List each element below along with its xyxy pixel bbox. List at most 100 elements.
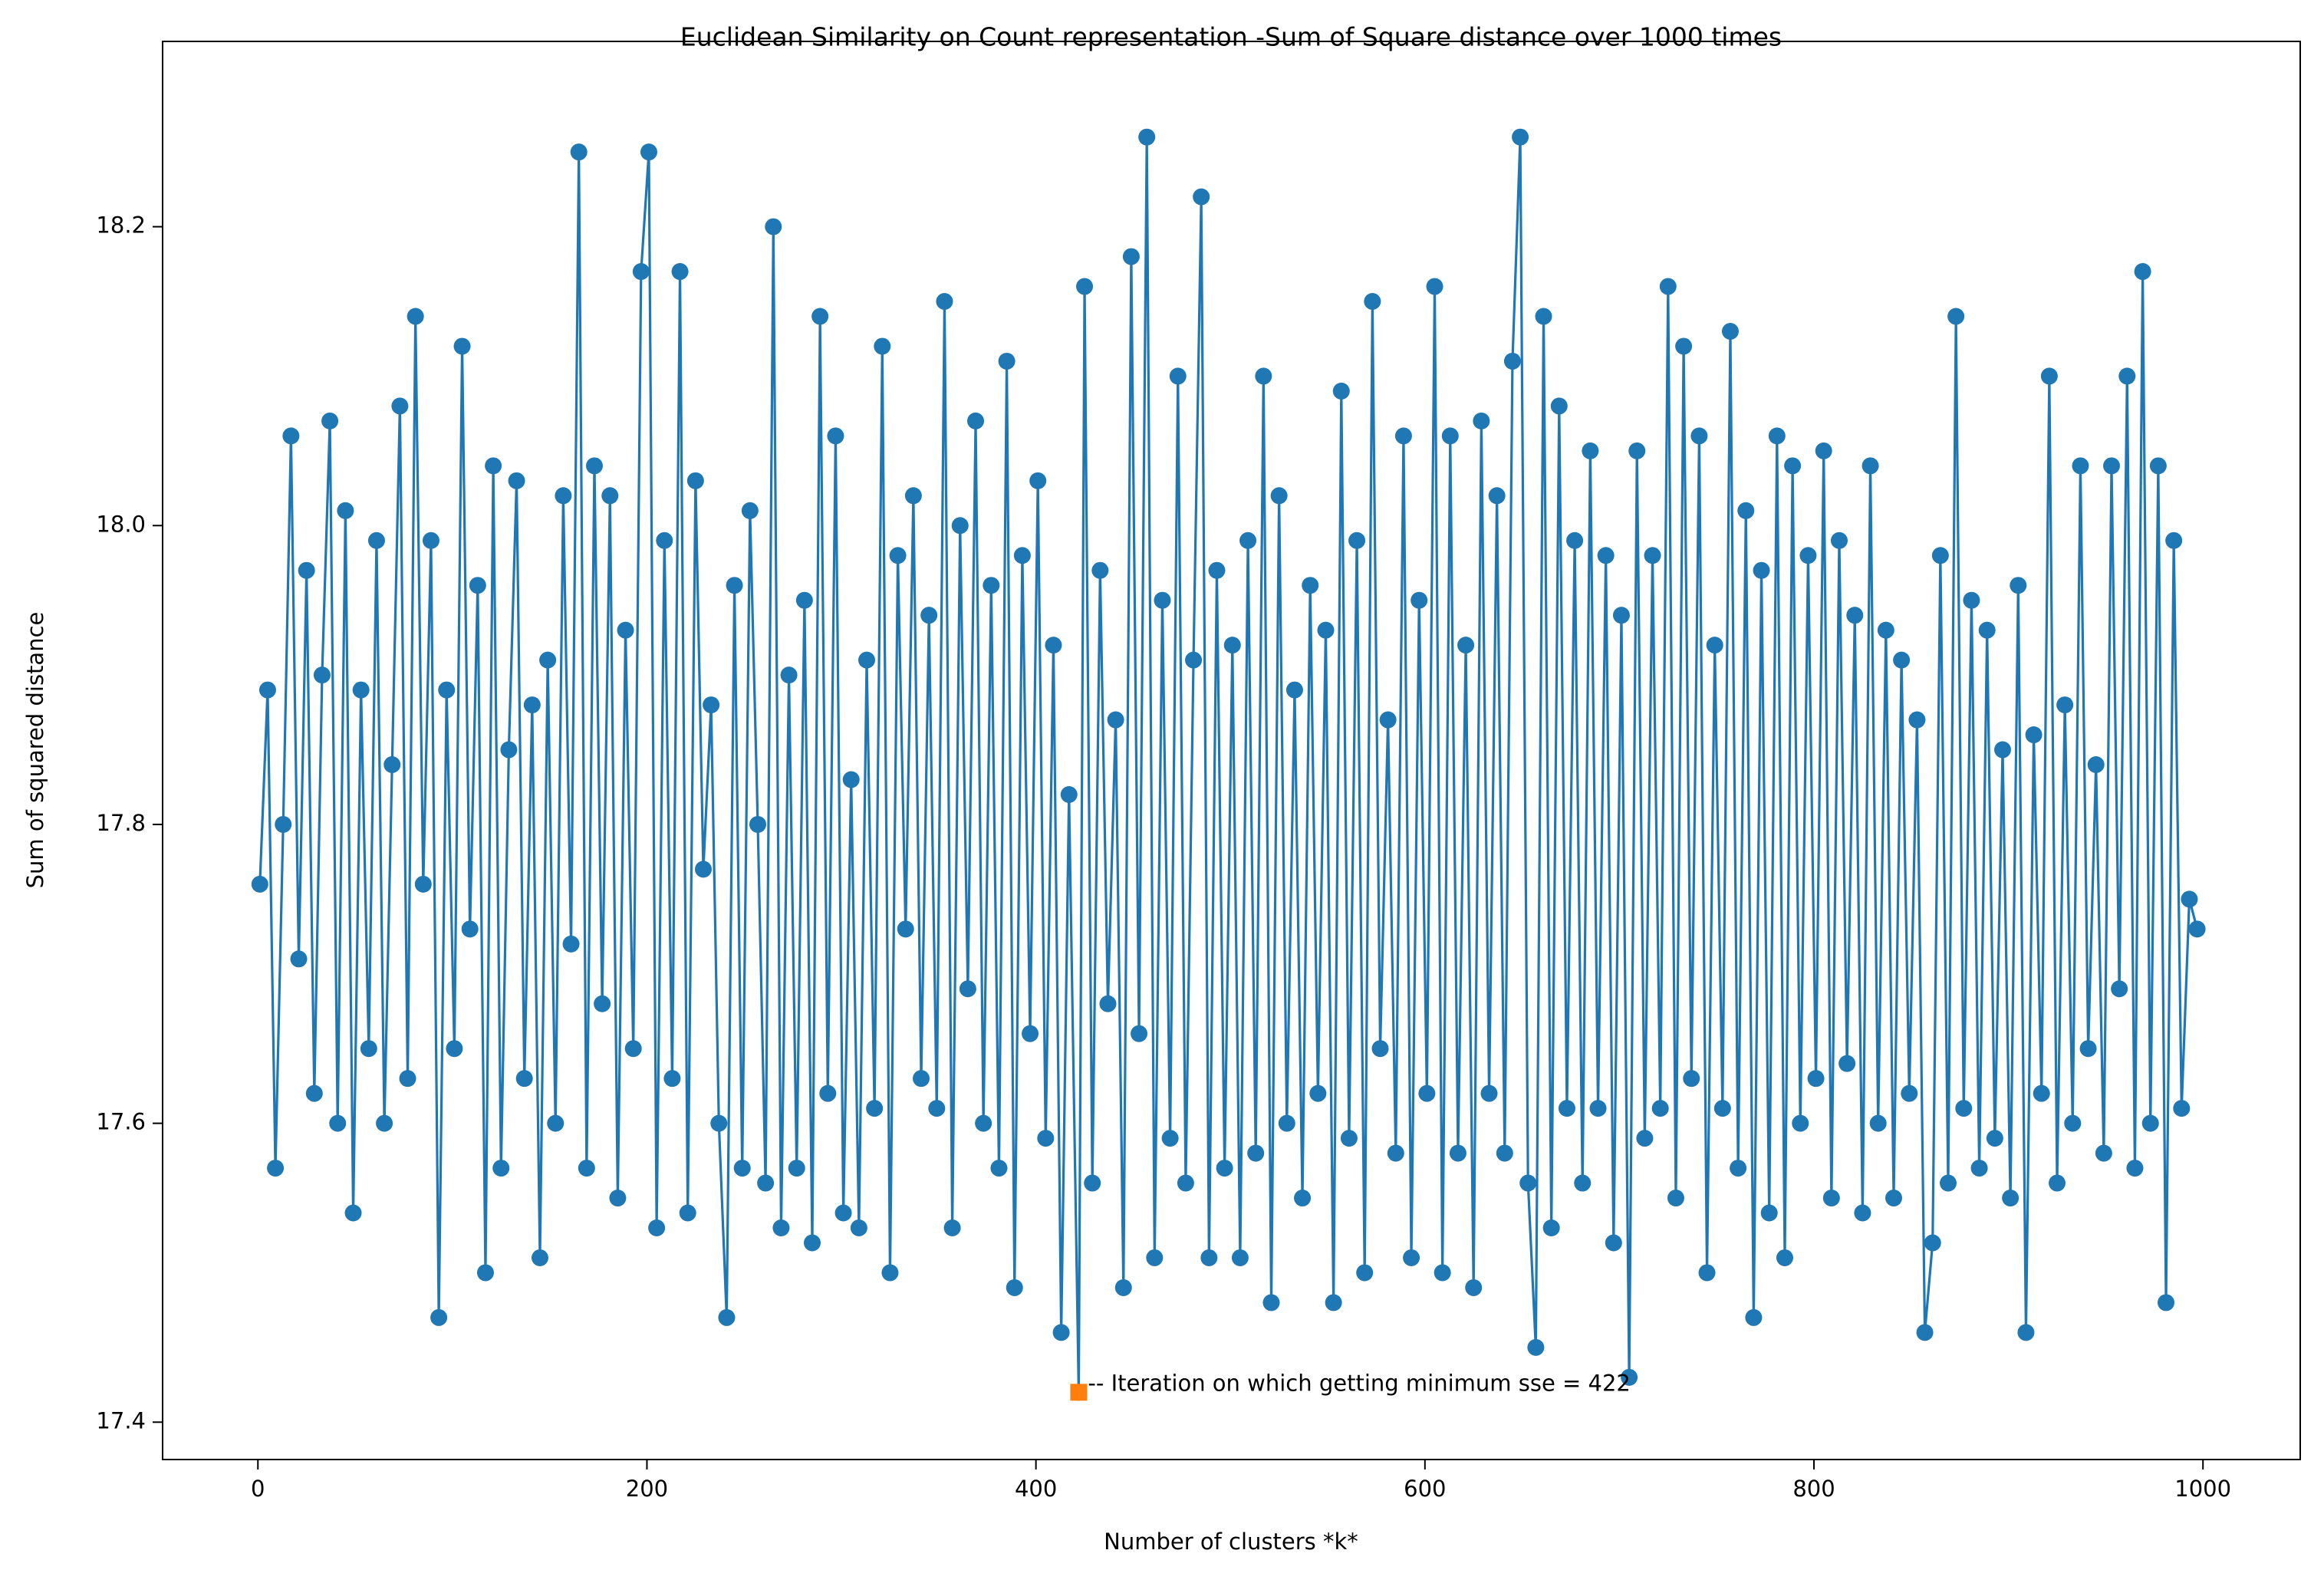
data-point: [446, 1040, 463, 1058]
data-point: [1394, 427, 1412, 445]
data-point: [1659, 278, 1677, 295]
data-point: [1597, 547, 1615, 564]
data-point: [1612, 607, 1630, 624]
data-point: [399, 1070, 416, 1088]
data-point: [555, 487, 572, 505]
data-point: [850, 1219, 867, 1237]
data-point: [601, 487, 619, 505]
data-point: [2079, 1040, 2097, 1058]
data-point: [1200, 1249, 1218, 1266]
data-point: [1208, 561, 1226, 579]
data-point: [2056, 696, 2074, 714]
data-point: [795, 591, 813, 609]
data-point: [834, 1204, 852, 1222]
data-point: [1426, 278, 1443, 295]
data-point: [383, 756, 401, 774]
data-point: [656, 532, 673, 549]
data-point: [1869, 1114, 1887, 1132]
data-point: [1270, 487, 1288, 505]
data-point: [2017, 1324, 2035, 1341]
data-point: [1060, 785, 1078, 803]
data-point: [749, 815, 766, 833]
data-point: [710, 1114, 728, 1132]
data-point: [1457, 637, 1475, 654]
data-point: [765, 218, 782, 235]
x-tick-label: 800: [1792, 1476, 1835, 1502]
data-point: [407, 308, 424, 325]
data-point: [913, 1070, 930, 1088]
data-point: [1441, 427, 1459, 445]
y-tick-label: 18.2: [96, 212, 146, 239]
data-point: [858, 651, 876, 669]
data-point: [1877, 621, 1894, 639]
data-point: [1535, 308, 1552, 325]
data-point: [352, 681, 370, 699]
data-point: [663, 1070, 681, 1088]
data-point: [943, 1219, 961, 1237]
data-point: [1978, 621, 1996, 639]
x-axis-label: Number of clusters *k*: [1104, 1529, 1358, 1555]
plot-frame: [162, 41, 2301, 1460]
data-point: [2040, 367, 2058, 385]
data-point: [1138, 128, 1156, 146]
data-point: [1885, 1190, 1902, 1207]
data-point: [1169, 367, 1187, 385]
data-point: [741, 502, 759, 519]
y-tick-label: 17.4: [96, 1407, 146, 1433]
data-point: [1231, 1249, 1249, 1266]
data-point: [1013, 547, 1031, 564]
data-point: [983, 577, 1000, 594]
data-point: [1582, 442, 1599, 459]
data-point: [1418, 1084, 1436, 1102]
data-point: [1994, 741, 2012, 759]
data-point: [640, 143, 657, 161]
data-point: [2173, 1100, 2191, 1117]
data-point: [492, 1160, 510, 1177]
data-point: [617, 621, 634, 639]
data-point: [337, 502, 354, 519]
data-point: [726, 577, 743, 594]
data-point: [1768, 427, 1786, 445]
data-point: [1052, 1324, 1070, 1341]
data-point: [1076, 278, 1094, 295]
data-point: [920, 607, 938, 624]
data-point: [1325, 1294, 1342, 1311]
data-point: [624, 1040, 642, 1058]
data-point: [951, 517, 969, 535]
data-point: [1294, 1190, 1312, 1207]
data-point: [1675, 337, 1693, 355]
data-point: [1760, 1204, 1778, 1222]
data-point: [282, 427, 300, 445]
data-point: [928, 1100, 946, 1117]
data-point: [1278, 1114, 1295, 1132]
data-point: [1605, 1234, 1622, 1252]
data-point: [959, 980, 976, 998]
data-point: [2025, 726, 2043, 744]
data-point: [1644, 547, 1661, 564]
data-point: [1114, 1279, 1132, 1296]
data-point: [2049, 1174, 2066, 1192]
data-point: [1916, 1324, 1934, 1341]
data-point: [1239, 532, 1257, 549]
data-point: [990, 1160, 1008, 1177]
data-point: [2072, 457, 2089, 475]
data-point: [531, 1249, 548, 1266]
data-point: [936, 293, 953, 311]
data-point: [275, 815, 292, 833]
x-tick-label: 400: [1015, 1476, 1057, 1502]
data-point: [1628, 442, 1646, 459]
data-point: [1970, 1160, 1988, 1177]
data-point: [1403, 1249, 1420, 1266]
data-point: [515, 1070, 533, 1088]
data-point: [897, 920, 914, 938]
data-point: [1364, 293, 1381, 311]
data-point: [251, 875, 268, 893]
data-point: [305, 1084, 323, 1102]
data-point: [1776, 1249, 1793, 1266]
data-point: [686, 472, 704, 489]
data-point: [2134, 263, 2151, 281]
data-point: [1721, 322, 1739, 340]
data-point: [733, 1160, 751, 1177]
data-point: [1496, 1144, 1513, 1162]
data-point: [2002, 1190, 2020, 1207]
